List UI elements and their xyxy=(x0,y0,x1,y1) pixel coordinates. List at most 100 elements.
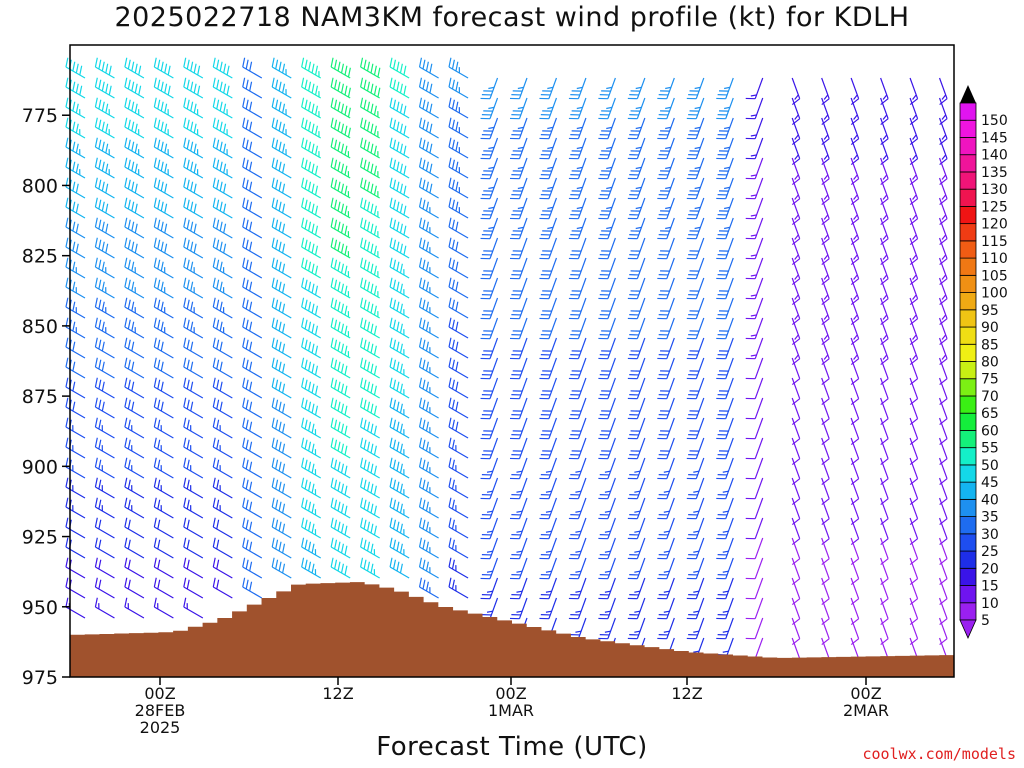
wind-barb xyxy=(301,557,322,579)
colorbar-label: 140 xyxy=(981,148,1008,164)
wind-barb xyxy=(686,217,705,240)
wind-barb xyxy=(657,437,675,460)
wind-barb xyxy=(124,497,145,519)
wind-barb xyxy=(686,197,705,220)
wind-barb xyxy=(212,477,233,499)
wind-barb xyxy=(124,197,145,219)
wind-barb xyxy=(94,437,115,459)
wind-barb xyxy=(938,397,948,426)
wind-barb xyxy=(212,57,233,79)
wind-barb xyxy=(360,377,380,399)
wind-barb xyxy=(938,317,948,346)
wind-barb xyxy=(242,237,263,259)
wind-barb xyxy=(271,157,292,179)
wind-barb xyxy=(94,117,115,139)
wind-barb xyxy=(94,537,115,559)
wind-barb xyxy=(657,357,675,380)
wind-barb xyxy=(330,557,351,579)
wind-barb xyxy=(271,557,292,579)
wind-barb xyxy=(657,77,675,100)
wind-barb xyxy=(850,317,860,346)
wind-barb xyxy=(509,237,528,260)
wind-barb xyxy=(301,157,322,179)
wind-barb xyxy=(480,357,499,380)
wind-barb xyxy=(418,457,439,479)
wind-barb xyxy=(821,177,830,206)
y-tick-label: 800 xyxy=(22,175,58,197)
wind-barb xyxy=(791,437,801,466)
wind-barb xyxy=(880,197,889,226)
wind-barb xyxy=(791,157,801,186)
wind-barb xyxy=(880,517,889,546)
wind-barb xyxy=(745,277,764,300)
wind-barb xyxy=(568,417,587,440)
wind-barb xyxy=(880,317,889,346)
wind-barb xyxy=(301,537,322,559)
wind-barb xyxy=(480,577,499,600)
wind-barb xyxy=(509,157,528,180)
wind-barb xyxy=(389,277,410,299)
wind-barb xyxy=(539,477,558,500)
wind-barb xyxy=(418,337,439,359)
wind-barb xyxy=(686,477,705,500)
wind-barb xyxy=(480,77,499,100)
wind-barb xyxy=(153,357,174,379)
wind-barb xyxy=(389,357,410,379)
wind-barb xyxy=(850,477,860,506)
wind-barb xyxy=(745,297,764,320)
wind-barb xyxy=(686,277,705,300)
wind-barb xyxy=(909,377,919,406)
wind-barb xyxy=(686,537,705,560)
wind-barb xyxy=(153,197,174,219)
wind-barb xyxy=(124,557,145,579)
wind-barb xyxy=(657,197,675,220)
wind-barb xyxy=(271,377,292,399)
wind-barb xyxy=(627,497,646,520)
wind-barb xyxy=(212,97,233,119)
wind-barb xyxy=(330,377,351,399)
wind-barb xyxy=(716,517,734,540)
wind-barb xyxy=(330,77,351,99)
wind-barb xyxy=(480,497,499,520)
wind-barb xyxy=(94,377,115,399)
wind-barb xyxy=(65,457,86,479)
wind-barb xyxy=(821,337,830,366)
wind-barb xyxy=(850,137,860,166)
wind-barb xyxy=(448,577,469,599)
colorbar-swatch xyxy=(959,481,977,500)
wind-barb xyxy=(938,537,948,566)
wind-barb xyxy=(360,437,380,459)
wind-barb xyxy=(880,577,889,606)
wind-barb xyxy=(598,417,616,440)
wind-barb xyxy=(627,177,646,200)
wind-barb xyxy=(598,77,616,100)
wind-barb xyxy=(938,97,948,126)
wind-barb xyxy=(909,417,919,446)
wind-barb xyxy=(791,177,801,206)
wind-barb xyxy=(686,77,705,100)
wind-barb xyxy=(480,237,499,260)
wind-barb xyxy=(627,137,646,160)
wind-barb xyxy=(745,417,764,440)
wind-barb xyxy=(509,397,528,420)
wind-barb xyxy=(509,457,528,480)
x-tick-label: 00Z xyxy=(850,684,881,703)
x-tick-label: 2025 xyxy=(140,718,181,737)
wind-barb xyxy=(212,257,233,279)
wind-barb xyxy=(568,517,587,540)
wind-barb xyxy=(880,277,889,306)
wind-barb xyxy=(124,477,145,499)
wind-barb xyxy=(716,137,734,160)
wind-barb xyxy=(850,617,860,646)
wind-barb xyxy=(480,217,499,240)
wind-barb xyxy=(480,177,499,200)
wind-barb xyxy=(94,197,115,219)
wind-barb xyxy=(850,97,860,126)
wind-barb xyxy=(301,397,322,419)
wind-barb xyxy=(480,537,499,560)
wind-barb xyxy=(657,337,675,360)
wind-barb xyxy=(360,537,380,559)
wind-barb xyxy=(360,197,380,219)
colorbar-label: 50 xyxy=(981,458,999,474)
